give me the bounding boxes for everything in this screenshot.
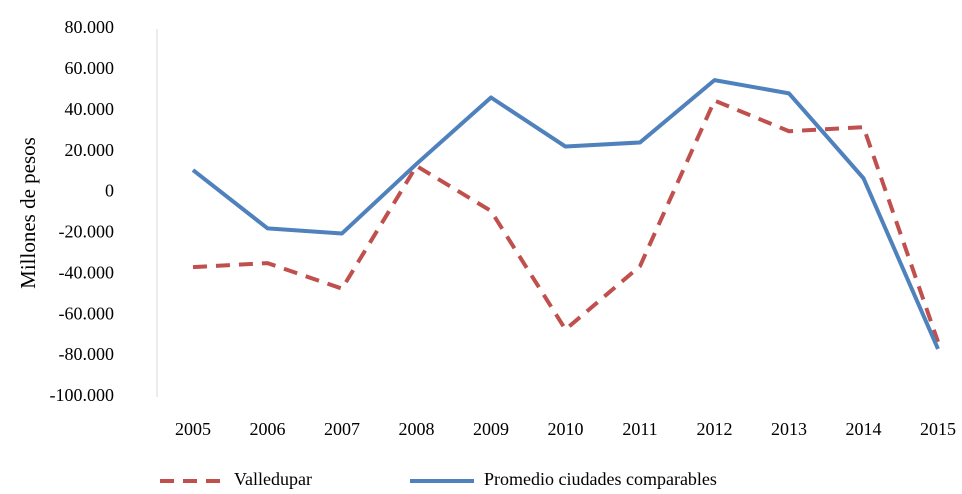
y-tick-label: -80.000 (59, 344, 115, 364)
legend-label: Valledupar (234, 469, 312, 489)
x-tick-label: 2006 (250, 419, 286, 439)
x-tick-label: 2014 (846, 419, 882, 439)
y-tick-label: 20.000 (65, 140, 115, 160)
y-tick-label: -100.000 (50, 385, 115, 405)
x-tick-label: 2010 (548, 419, 584, 439)
x-tick-label: 2012 (697, 419, 733, 439)
x-tick-label: 2009 (473, 419, 509, 439)
x-tick-label: 2015 (920, 419, 956, 439)
y-axis-label: Millones de pesos (16, 137, 40, 289)
x-tick-label: 2013 (771, 419, 807, 439)
y-tick-label: -20.000 (59, 222, 115, 242)
y-tick-label: 80.000 (65, 17, 115, 37)
series-line (191, 78, 940, 350)
x-tick-label: 2007 (324, 419, 360, 439)
y-tick-label: 40.000 (65, 99, 115, 119)
x-tick-label: 2011 (622, 419, 657, 439)
y-tick-label: -60.000 (59, 303, 115, 323)
series-line (192, 98, 940, 343)
x-tick-label: 2005 (175, 419, 211, 439)
y-tick-label: -40.000 (59, 262, 115, 282)
y-tick-label: 0 (105, 181, 114, 201)
x-tick-label: 2008 (399, 419, 435, 439)
y-tick-label: 60.000 (65, 58, 115, 78)
legend-label: Promedio ciudades comparables (484, 469, 717, 489)
